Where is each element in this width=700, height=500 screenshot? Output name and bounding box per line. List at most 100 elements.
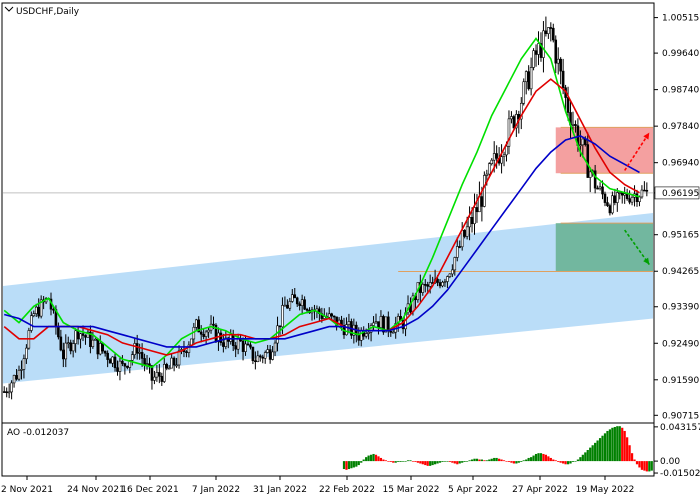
candle-body xyxy=(91,339,95,347)
candle-body xyxy=(487,163,491,175)
candle-body xyxy=(111,356,114,364)
candle-body xyxy=(2,391,6,393)
ao-bar xyxy=(483,460,486,462)
ao-bar xyxy=(369,454,373,462)
candle-body xyxy=(549,27,553,29)
ao-bar xyxy=(429,461,432,466)
candle-body xyxy=(185,351,188,354)
ao-bar xyxy=(490,458,493,462)
candle-body xyxy=(507,118,511,147)
time-tick-label: 2 Nov 2021 xyxy=(1,485,53,495)
ao-bar xyxy=(451,461,454,463)
ao-bar xyxy=(554,460,557,462)
chevron-down-icon[interactable] xyxy=(4,6,14,12)
candle-body xyxy=(332,315,336,318)
candle-body xyxy=(153,376,156,381)
candle-body xyxy=(177,350,181,366)
price-tick-label: 0.97840 xyxy=(662,122,699,132)
candle-body xyxy=(66,342,70,345)
candle-body xyxy=(212,323,215,326)
candle-body xyxy=(276,325,279,344)
price-scale: 1.00515 0.99640 0.98740 0.97840 0.96940 0.961… xyxy=(654,14,699,421)
ao-bar xyxy=(623,430,626,462)
ao-bar xyxy=(411,461,415,462)
ao-bar xyxy=(527,457,530,462)
candle-body xyxy=(529,67,533,90)
candle-body xyxy=(165,364,169,369)
candle-body xyxy=(281,305,284,328)
ao-tick-label: -0.015025 xyxy=(660,469,700,479)
candle-body xyxy=(108,359,112,364)
ao-bar xyxy=(404,461,407,462)
candle-body xyxy=(219,332,223,343)
candle-body xyxy=(249,344,252,348)
candle-body xyxy=(236,338,240,350)
candle-body xyxy=(98,343,102,355)
candle-body xyxy=(271,351,274,360)
ao-bar xyxy=(574,461,577,462)
ao-bar xyxy=(606,430,609,462)
candle-body xyxy=(515,114,518,129)
ao-bar xyxy=(522,460,525,462)
ao-bar xyxy=(510,461,513,463)
ao-bar xyxy=(475,458,479,462)
candle-body xyxy=(167,367,171,370)
candle-body xyxy=(103,350,107,354)
ao-bar xyxy=(584,452,587,462)
candle-body xyxy=(443,281,447,283)
time-tick-label: 22 Feb 2022 xyxy=(319,485,375,495)
ao-bar xyxy=(638,461,641,468)
ao-bar xyxy=(576,459,580,462)
candle-body xyxy=(190,338,193,346)
candle-body xyxy=(544,30,548,34)
ao-bar xyxy=(564,461,567,465)
ao-bar xyxy=(537,453,540,462)
candle-body xyxy=(551,27,555,41)
candle-body xyxy=(158,372,161,377)
ao-bar xyxy=(426,461,429,466)
candle-body xyxy=(460,229,464,248)
candle-body xyxy=(39,299,43,317)
indicator-panel-frame xyxy=(1,422,655,477)
ao-bar xyxy=(453,461,456,464)
candle-body xyxy=(62,349,65,360)
ao-bar xyxy=(566,461,570,465)
candle-body xyxy=(463,229,466,237)
time-tick-label: 24 Nov 2021 xyxy=(67,485,125,495)
current-price-label: 0.96195 xyxy=(662,189,699,199)
price-tick-label: 0.93390 xyxy=(662,303,699,313)
candle-body xyxy=(71,343,75,352)
ao-bar xyxy=(461,461,464,463)
ao-bar xyxy=(374,454,378,462)
ao-bar xyxy=(466,461,469,462)
candle-body xyxy=(453,257,457,271)
candle-body xyxy=(273,342,277,353)
candle-body xyxy=(197,319,201,333)
candle-body xyxy=(234,345,237,350)
ao-bar xyxy=(436,461,439,464)
candle-body xyxy=(527,71,530,90)
ao-bar xyxy=(616,426,619,462)
candle-body xyxy=(566,97,570,113)
candle-body xyxy=(468,217,471,228)
candle-body xyxy=(554,39,558,64)
candlesticks xyxy=(2,16,649,400)
candle-body xyxy=(581,138,585,146)
candle-body xyxy=(556,58,560,64)
candle-body xyxy=(401,320,405,330)
candle-body xyxy=(130,354,134,361)
candle-body xyxy=(384,316,388,333)
ao-bar xyxy=(379,457,383,462)
candle-body xyxy=(140,352,144,359)
candle-body xyxy=(522,81,526,104)
ao-bar xyxy=(569,461,572,464)
candle-body xyxy=(231,334,235,346)
candle-body xyxy=(64,342,68,360)
candle-body xyxy=(175,364,178,367)
candle-body xyxy=(30,315,33,331)
ao-bar xyxy=(613,426,616,462)
candle-body xyxy=(490,159,494,164)
candle-body xyxy=(532,50,535,68)
candle-body xyxy=(106,352,109,360)
